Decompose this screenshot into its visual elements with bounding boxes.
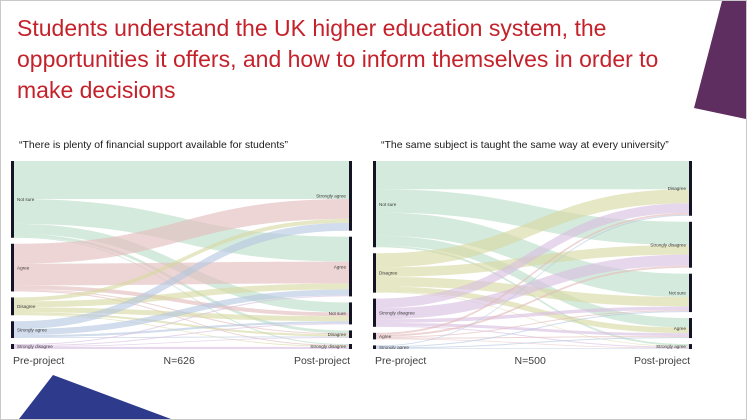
sankey-node-bar xyxy=(689,273,692,313)
sankey-link xyxy=(376,310,689,338)
sankey-node-label: Agree xyxy=(334,264,347,269)
slide-title: Students understand the UK higher educat… xyxy=(17,15,659,103)
sankey-node-bar xyxy=(11,321,14,339)
sankey-link xyxy=(376,245,689,277)
sankey-node-label: Disagree xyxy=(668,186,687,191)
sankey-link xyxy=(376,189,689,246)
sankey-link xyxy=(376,348,689,349)
sankey-node-label: Not sure xyxy=(17,197,35,202)
sankey-node-label: Strongly agree xyxy=(656,344,686,349)
sankey-link xyxy=(14,283,349,308)
decor-top-right-polygon xyxy=(694,1,746,119)
sankey-link xyxy=(14,285,349,317)
sankey-node-bar xyxy=(373,298,376,327)
decor-bottom-left-shape xyxy=(19,375,171,419)
pre-project-label: Pre-project xyxy=(375,355,427,367)
sankey-node-bar xyxy=(373,332,376,340)
sankey-link xyxy=(14,295,349,346)
sankey-node-label: Not sure xyxy=(669,291,687,296)
sankey-link xyxy=(14,290,349,347)
sankey-node-label: Strongly disagree xyxy=(17,344,53,349)
sankey-node-bar xyxy=(349,330,352,339)
sankey-link xyxy=(14,337,349,347)
sankey-node-bar xyxy=(11,297,14,316)
sankey-node-label: Agree xyxy=(674,326,687,331)
chart-quote-financial-support: “There is plenty of financial support av… xyxy=(19,139,289,151)
sankey-node-bar xyxy=(11,344,14,349)
post-project-label: Post-project xyxy=(293,355,350,367)
sankey-link xyxy=(376,161,689,190)
sankey-node-label: Agree xyxy=(17,265,30,270)
sankey-node-label: Strongly agree xyxy=(17,327,47,332)
sankey-link xyxy=(14,222,349,330)
sankey-link xyxy=(14,346,349,349)
sankey-node-label: Not sure xyxy=(329,311,347,316)
sankey-node-label: Strongly agree xyxy=(316,194,346,199)
sankey-node-bar xyxy=(689,221,692,268)
sankey-link xyxy=(376,306,689,323)
sample-size-label: N=500 xyxy=(514,355,546,367)
sample-size-label: N=626 xyxy=(163,355,195,367)
decor-top-right-shape xyxy=(694,1,746,119)
sankey-panel-same-subject: “The same subject is taught the same way… xyxy=(373,139,692,367)
decor-bottom-left-polygon xyxy=(19,375,171,419)
axis-row-right-chart: Pre-project N=500 Post-project xyxy=(373,355,692,367)
sankey-diagram-same-subject: Not sure Disagree Strongly disagree Agree St… xyxy=(373,161,692,349)
axis-row-left-chart: Pre-project N=626 Post-project xyxy=(11,355,352,367)
post-project-label: Post-project xyxy=(633,355,690,367)
sankey-diagram-financial-support: Not sure Agree Disagree Strongly agree Stron… xyxy=(11,161,352,349)
sankey-link xyxy=(376,325,689,348)
sankey-node-label: Disagree xyxy=(17,304,36,309)
sankey-link xyxy=(14,321,349,338)
pre-project-label: Pre-project xyxy=(13,355,65,367)
sankey-link xyxy=(376,336,689,339)
sankey-link xyxy=(14,314,349,347)
sankey-link xyxy=(376,189,689,268)
sankey-node-bar xyxy=(349,302,352,325)
sankey-node-label: Strongly disagree xyxy=(379,310,415,315)
sankey-link xyxy=(376,311,689,348)
sankey-node-label: Not sure xyxy=(379,202,397,207)
sankey-node-label: Strongly disagree xyxy=(650,242,686,247)
sankey-node-bar xyxy=(11,243,14,292)
sankey-link xyxy=(14,218,349,302)
sankey-link xyxy=(14,312,349,337)
sankey-link xyxy=(376,203,689,309)
sankey-node-bar xyxy=(689,161,692,216)
sankey-link xyxy=(376,254,689,320)
sankey-node-label: Agree xyxy=(379,334,392,339)
sankey-link xyxy=(14,236,349,346)
sankey-node-bar xyxy=(689,318,692,339)
sankey-link xyxy=(14,161,349,199)
sankey-node-bar xyxy=(349,344,352,349)
sankey-node-label: Disagree xyxy=(379,271,398,276)
sankey-node-bar xyxy=(373,345,376,349)
sankey-link xyxy=(14,336,349,339)
sankey-node-bar xyxy=(349,161,352,231)
sankey-node-bar xyxy=(11,161,14,238)
sankey-link xyxy=(376,286,689,334)
sankey-node-label: Disagree xyxy=(328,332,347,337)
sankey-link xyxy=(376,212,689,335)
sankey-node-bar xyxy=(373,253,376,293)
sankey-node-label: Strongly agree xyxy=(379,345,409,349)
sankey-link xyxy=(376,338,689,349)
sankey-link xyxy=(14,198,349,264)
sankey-node-bar xyxy=(373,161,376,248)
sankey-node-bar xyxy=(689,344,692,349)
chart-quote-same-subject: “The same subject is taught the same way… xyxy=(381,139,669,151)
sankey-link xyxy=(14,289,349,336)
sankey-link xyxy=(376,214,689,347)
sankey-node-label: Strongly disagree xyxy=(310,344,346,349)
sankey-link xyxy=(376,337,689,349)
sankey-panel-financial-support: “There is plenty of financial support av… xyxy=(11,139,352,367)
sankey-link xyxy=(376,265,689,337)
sankey-link xyxy=(376,291,689,347)
sankey-node-bar xyxy=(349,236,352,297)
sankey-link xyxy=(14,323,349,347)
